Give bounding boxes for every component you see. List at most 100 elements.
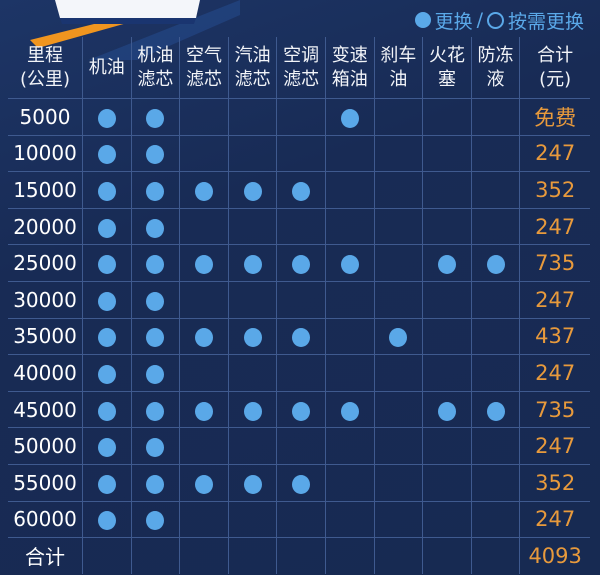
- mark-cell: [422, 318, 472, 355]
- column-header: 合计 (元): [519, 37, 590, 99]
- mark-cell: [227, 135, 277, 172]
- mark-cell: [130, 244, 180, 282]
- mark-cell: [324, 464, 375, 502]
- mark-cell: [470, 318, 520, 355]
- replace-dot-icon: [146, 438, 165, 458]
- mark-cell: [227, 427, 277, 465]
- mark-cell: [227, 318, 277, 355]
- mark-cell: [82, 98, 132, 136]
- mileage-cell: 25000: [13, 251, 77, 276]
- replace-dot-icon: [146, 474, 165, 494]
- cost-cell: 735: [519, 244, 590, 282]
- mark-cell: [130, 464, 180, 502]
- column-header-line: 滤芯: [234, 68, 271, 90]
- mileage-cell: 60000: [13, 507, 77, 532]
- mark-cell: [130, 318, 180, 355]
- table-row: 20000 247: [8, 208, 590, 245]
- mark-cell: [276, 318, 326, 355]
- mark-cell: [276, 501, 326, 538]
- mark-cell: [373, 281, 423, 319]
- replace-dot-icon: [97, 328, 116, 348]
- table-row: 5000 免费: [8, 98, 590, 136]
- mileage-cell: 5000: [19, 104, 71, 129]
- mark-cell: [82, 208, 132, 245]
- column-header: 机油: [82, 37, 132, 99]
- replace-dot-icon: [97, 218, 116, 238]
- header-row: 里程 (公里) 机油 机油 滤芯 空气 滤芯 汽油 滤芯 空调 滤芯 变速 箱油 刹车油火花塞防冻液合计(…: [8, 37, 590, 99]
- mark-cell: [179, 244, 229, 282]
- mark-cell: [422, 391, 472, 428]
- mark-cell: [130, 208, 180, 245]
- column-header-line: 刹车: [380, 44, 417, 66]
- mark-cell: [227, 171, 277, 209]
- grand-total: 4093: [519, 537, 590, 574]
- mark-cell: [179, 501, 229, 538]
- mark-cell: [470, 208, 520, 245]
- mark-cell: [130, 427, 180, 465]
- mark-cell: [179, 354, 229, 392]
- replace-dot-icon: [97, 291, 116, 311]
- mark-cell: [324, 501, 375, 538]
- maintenance-schedule-table: 里程 (公里) 机油 机油 滤芯 空气 滤芯 汽油 滤芯 空调 滤芯 变速 箱油 刹车油火花塞防冻液合计(…: [8, 37, 590, 574]
- replace-dot-icon: [146, 181, 165, 201]
- column-header-line: 油: [389, 68, 408, 90]
- replace-dot-icon: [437, 401, 456, 421]
- replace-dot-icon: [194, 401, 213, 421]
- replace-dot-icon: [243, 474, 262, 494]
- mark-cell: [276, 427, 326, 465]
- mileage-cell: 30000: [13, 287, 77, 312]
- column-header-line: 机油: [88, 56, 125, 78]
- mark-cell: [227, 354, 277, 392]
- mark-cell: [324, 208, 375, 245]
- cost-cell: 247: [519, 208, 590, 245]
- mark-cell: [179, 391, 229, 428]
- mark-cell: [179, 281, 229, 319]
- replace-dot-icon: [292, 474, 311, 494]
- mark-cell: [373, 391, 423, 428]
- table-row: 35000 437: [8, 318, 590, 355]
- table-row: 60000 247: [8, 501, 590, 538]
- replace-dot-icon: [97, 474, 116, 494]
- replace-dot-icon: [97, 401, 116, 421]
- replace-dot-icon: [292, 255, 311, 275]
- mark-cell: [422, 98, 472, 136]
- column-header-line: 机油: [137, 44, 174, 66]
- cost-cell: 247: [519, 135, 590, 172]
- table-row: 40000 247: [8, 354, 590, 392]
- empty-cell: [227, 537, 277, 574]
- filled-dot-icon: [414, 12, 431, 28]
- replace-dot-icon: [146, 364, 165, 384]
- replace-dot-icon: [389, 328, 408, 348]
- mark-cell: [130, 391, 180, 428]
- mark-cell: [422, 244, 472, 282]
- mark-cell: [422, 171, 472, 209]
- replace-dot-icon: [97, 145, 116, 165]
- column-header-line: 防冻: [477, 44, 514, 66]
- cost-cell: 247: [519, 354, 590, 392]
- mileage-cell: 55000: [13, 470, 77, 495]
- mileage-cell: 35000: [13, 324, 77, 349]
- mark-cell: [130, 135, 180, 172]
- table-row: 30000 247: [8, 281, 590, 319]
- replace-dot-icon: [243, 328, 262, 348]
- column-header: 火花塞: [422, 37, 472, 99]
- mark-cell: [227, 501, 277, 538]
- column-header-line: 火花: [428, 44, 465, 66]
- mark-cell: [179, 427, 229, 465]
- cost-cell: 352: [519, 464, 590, 502]
- column-header: 汽油 滤芯: [227, 37, 277, 99]
- mark-cell: [470, 501, 520, 538]
- replace-dot-icon: [97, 181, 116, 201]
- replace-dot-icon: [340, 401, 359, 421]
- mark-cell: [276, 244, 326, 282]
- column-header-line: 滤芯: [283, 68, 320, 90]
- mark-cell: [324, 244, 375, 282]
- replace-dot-icon: [486, 255, 505, 275]
- mark-cell: [470, 171, 520, 209]
- column-header-line: 箱油: [331, 68, 368, 90]
- mark-cell: [276, 171, 326, 209]
- table-row: 45000 735: [8, 391, 590, 428]
- replace-dot-icon: [97, 255, 116, 275]
- mark-cell: [373, 208, 423, 245]
- cost-cell: 247: [519, 281, 590, 319]
